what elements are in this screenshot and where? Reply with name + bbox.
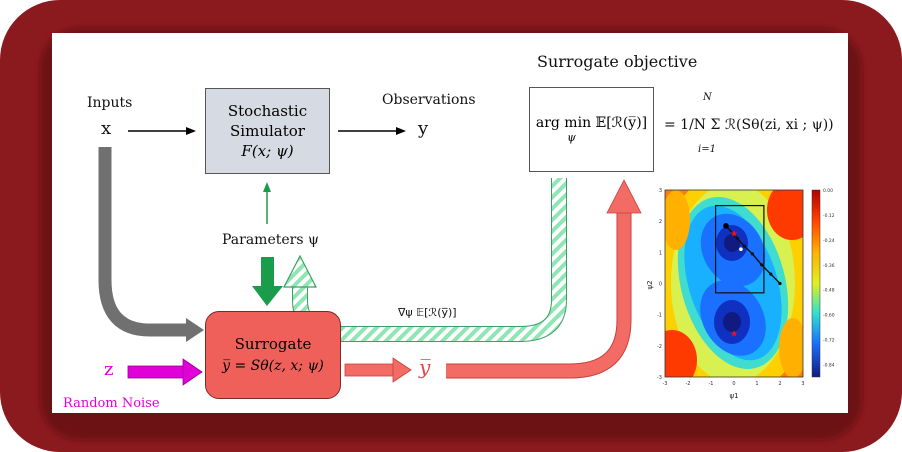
x-to-simulator-arrow bbox=[128, 127, 196, 135]
surrogate-to-ybar-arrow bbox=[344, 357, 412, 383]
colorbar-tick-label: -0.60 bbox=[823, 313, 835, 319]
x-tick-label: 0 bbox=[732, 381, 735, 387]
objective-sum-lower: i=1 bbox=[698, 144, 716, 155]
x-label: x bbox=[101, 118, 112, 139]
parameters-label: Parameters ψ bbox=[222, 232, 319, 248]
path-point bbox=[723, 223, 729, 229]
colorbar bbox=[811, 189, 821, 378]
minimum-star: ★ bbox=[730, 329, 738, 339]
y-tick-label: -1 bbox=[657, 313, 662, 319]
y-label: y bbox=[418, 118, 429, 139]
random-noise-label: Random Noise bbox=[63, 396, 160, 411]
colorbar-tick-label: -0.72 bbox=[823, 338, 835, 344]
observations-label: Observations bbox=[382, 92, 476, 108]
minimum-star: ★ bbox=[730, 230, 738, 240]
colorbar-ticks: 0.00 -0.12 -0.24 -0.36 -0.48 -0.60 -0.72 -0.84 bbox=[823, 188, 835, 369]
argmin-subscript: ψ bbox=[567, 131, 576, 144]
path-point bbox=[760, 263, 764, 267]
colorbar-tick-label: -0.12 bbox=[823, 213, 835, 219]
colorbar-tick-label: 0.00 bbox=[823, 188, 833, 194]
colorbar-tick-label: -0.84 bbox=[823, 363, 835, 369]
simulator-line2: Simulator bbox=[230, 122, 305, 140]
x-to-surrogate-arrow bbox=[98, 147, 204, 342]
surrogate-box: Surrogate y̅ = Sθ(z, x; ψ) bbox=[205, 311, 341, 399]
chart-ticks: -3 -2 -1 0 1 2 3 3 2 1 0 -1 -2 -3 bbox=[657, 188, 805, 387]
zoom-box bbox=[714, 204, 765, 294]
colorbar-tick-label: -0.48 bbox=[823, 288, 835, 294]
surrogate-formula: y̅ = Sθ(z, x; ψ) bbox=[222, 358, 324, 374]
chart-ylabel: ψ2 bbox=[646, 280, 654, 289]
objective-left: arg min 𝔼[ℛ(y̅)] bbox=[535, 115, 648, 131]
y-tick-label: 1 bbox=[659, 250, 662, 256]
x-tick-label: -3 bbox=[663, 381, 668, 387]
path-point bbox=[735, 236, 740, 240]
colorbar-tick-label: -0.24 bbox=[823, 238, 835, 244]
parameters-to-simulator-arrow bbox=[263, 182, 271, 224]
surrogate-title: Surrogate bbox=[234, 335, 312, 353]
objective-box: arg min 𝔼[ℛ(y̅)] ψ bbox=[529, 87, 654, 172]
y-tick-label: 0 bbox=[659, 282, 662, 288]
path-point-highlight bbox=[739, 247, 743, 252]
chart-xlabel: ψ1 bbox=[729, 392, 738, 400]
simulator-line1: Stochastic bbox=[227, 102, 308, 120]
y-tick-label: 3 bbox=[659, 188, 662, 194]
path-point bbox=[778, 281, 782, 286]
y-tick-label: -2 bbox=[657, 344, 662, 350]
x-tick-label: -1 bbox=[709, 381, 714, 387]
chart-marks: ★★ bbox=[723, 223, 782, 339]
parameters-to-surrogate-arrow bbox=[252, 257, 283, 306]
simulator-to-y-arrow bbox=[338, 127, 406, 135]
ybar-to-objective-arrow bbox=[446, 179, 642, 379]
objective-right: = 1/N Σ ℛ(Sθ(zi, xi ; ψ)) bbox=[664, 117, 834, 133]
z-label: z bbox=[104, 359, 114, 380]
inputs-label: Inputs bbox=[87, 95, 133, 111]
y-tick-label: -3 bbox=[657, 375, 662, 381]
colorbar-tick-label: -0.36 bbox=[823, 263, 835, 269]
ybar-output-label: y̅ bbox=[419, 355, 431, 379]
x-tick-label: 3 bbox=[801, 381, 804, 387]
gradient-label: ∇ψ 𝔼[ℛ(y̅)] bbox=[398, 306, 457, 319]
heatmap-surface bbox=[665, 190, 803, 377]
z-to-surrogate-arrow bbox=[127, 358, 203, 386]
path-point bbox=[750, 252, 755, 256]
x-tick-label: -2 bbox=[686, 381, 691, 387]
x-tick-label: 1 bbox=[755, 381, 758, 387]
path-point bbox=[769, 272, 773, 276]
surrogate-objective-title: Surrogate objective bbox=[537, 52, 698, 71]
stochastic-simulator-box: Stochastic Simulator F(x; ψ) bbox=[205, 88, 330, 174]
x-tick-label: 2 bbox=[778, 381, 781, 387]
y-tick-label: 2 bbox=[659, 219, 662, 225]
simulator-formula: F(x; ψ) bbox=[241, 142, 294, 160]
objective-sum-upper: N bbox=[703, 92, 712, 103]
path-point bbox=[742, 244, 746, 248]
